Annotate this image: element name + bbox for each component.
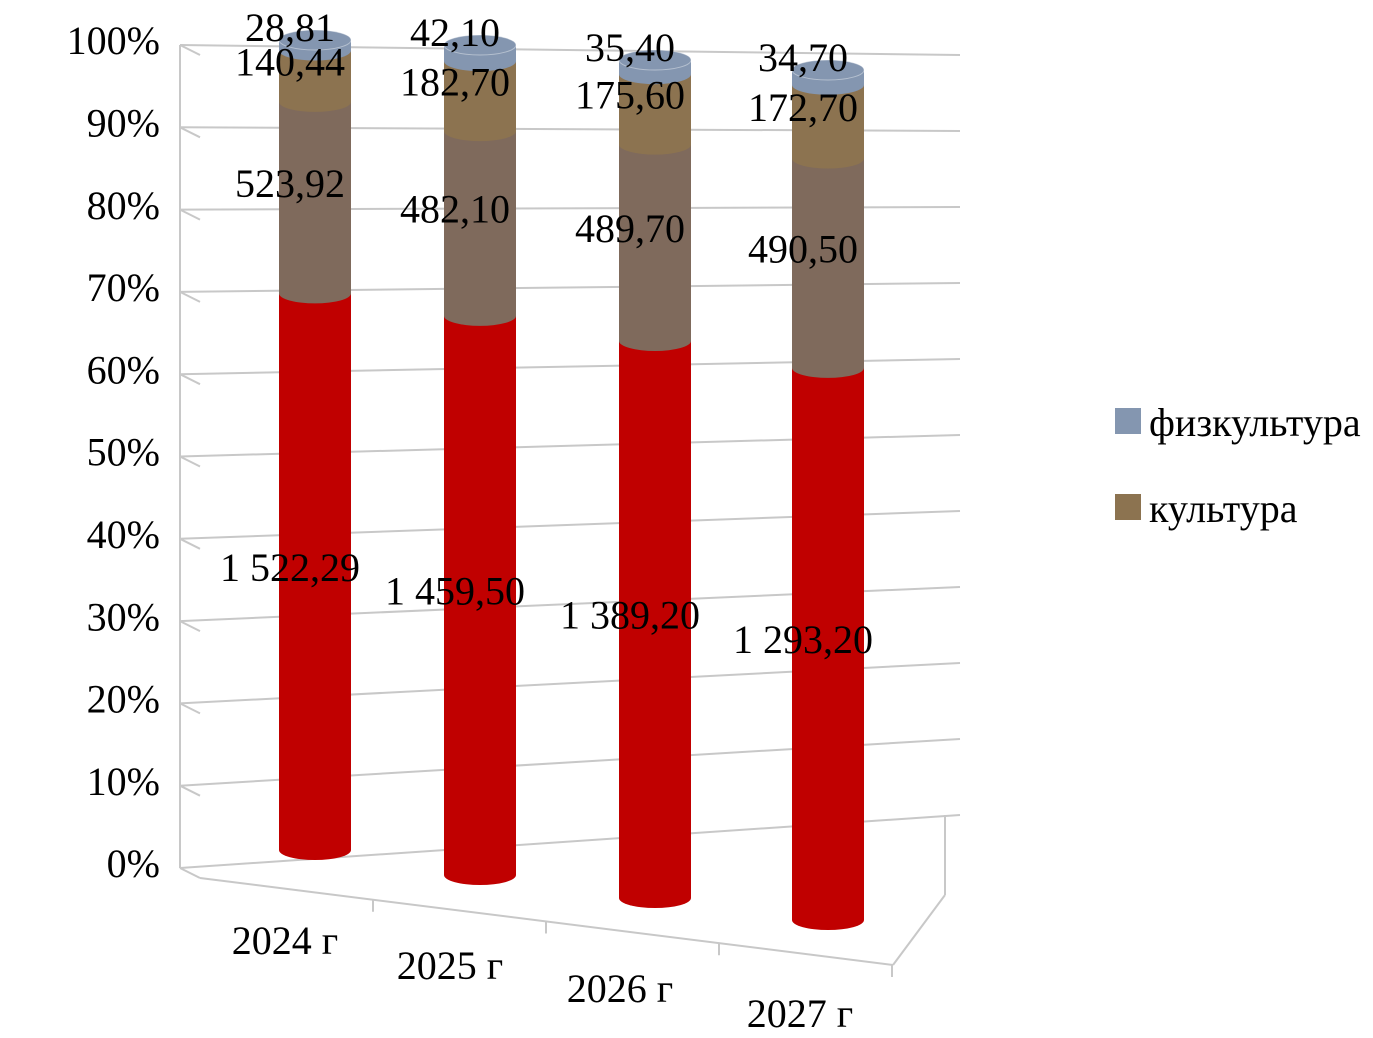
y-tick-label: 80% <box>87 183 160 228</box>
legend-swatch <box>1115 494 1141 520</box>
data-label: 1 459,50 <box>385 569 525 614</box>
x-tick-label: 2026 г <box>567 966 673 1011</box>
legend-item: физкультура <box>1115 400 1365 446</box>
data-label: 1 522,29 <box>220 545 360 590</box>
x-tick-label: 2025 г <box>397 943 503 988</box>
data-label: 490,50 <box>748 226 858 271</box>
y-tick-label: 30% <box>87 594 160 639</box>
cylinder-segment <box>279 101 351 304</box>
x-tick-label: 2027 г <box>747 991 853 1036</box>
legend-item: культура <box>1115 486 1365 532</box>
cylinder-segment <box>792 84 864 169</box>
y-tick-label: 0% <box>107 841 160 886</box>
side-grid-line <box>179 126 201 139</box>
data-label: 1 293,20 <box>733 617 873 662</box>
y-tick-label: 60% <box>87 347 160 392</box>
cylinder-cap <box>278 29 352 51</box>
side-grid-line <box>179 455 201 468</box>
cylinder-cap <box>791 59 865 81</box>
y-tick-label: 10% <box>87 759 160 804</box>
data-label: 140,44 <box>235 39 345 84</box>
cylinder-segment <box>444 315 516 885</box>
cylinder-segment <box>279 50 351 112</box>
side-grid-line <box>179 291 201 303</box>
side-grid-line <box>179 44 201 56</box>
x-tick-label: 2024 г <box>232 918 338 963</box>
y-tick-label: 100% <box>67 18 160 63</box>
data-label: 482,10 <box>400 187 510 232</box>
cylinder-segment <box>619 340 691 908</box>
side-grid-line <box>179 784 201 797</box>
floor-right-edge <box>892 894 946 966</box>
data-label: 34,70 <box>758 35 848 80</box>
side-grid-line <box>179 537 201 550</box>
side-grid-line <box>179 620 201 632</box>
legend: физкультура культура <box>1115 400 1365 572</box>
cylinder-segment <box>444 131 516 326</box>
data-label: 175,60 <box>575 73 685 118</box>
y-tick-label: 90% <box>87 100 160 145</box>
y-tick-label: 70% <box>87 265 160 310</box>
y-tick-label: 20% <box>87 677 160 722</box>
data-label: 35,40 <box>585 25 675 70</box>
side-grid-line <box>179 867 201 879</box>
data-label: 42,10 <box>410 10 500 55</box>
cylinder-segment <box>792 158 864 378</box>
cylinder-segment <box>619 144 691 351</box>
data-label: 28,81 <box>245 5 335 50</box>
cylinder-segment <box>792 367 864 930</box>
side-grid-line <box>179 702 201 715</box>
data-label: 172,70 <box>748 85 858 130</box>
cylinder-cap <box>618 49 692 71</box>
side-grid-line <box>179 373 201 386</box>
cylinder-segment <box>279 293 351 861</box>
data-label: 1 389,20 <box>560 593 700 638</box>
side-grid-line <box>179 208 201 221</box>
cylinder-cap <box>443 34 517 56</box>
legend-label: физкультура <box>1149 400 1361 445</box>
legend-label: культура <box>1149 486 1298 531</box>
data-label: 523,92 <box>235 161 345 206</box>
cylinder-segment <box>444 61 516 142</box>
y-tick-label: 40% <box>87 512 160 557</box>
cylinder-segment <box>619 74 691 155</box>
legend-swatch <box>1115 408 1141 434</box>
data-label: 489,70 <box>575 206 685 251</box>
data-label: 182,70 <box>400 59 510 104</box>
y-tick-label: 50% <box>87 430 160 475</box>
